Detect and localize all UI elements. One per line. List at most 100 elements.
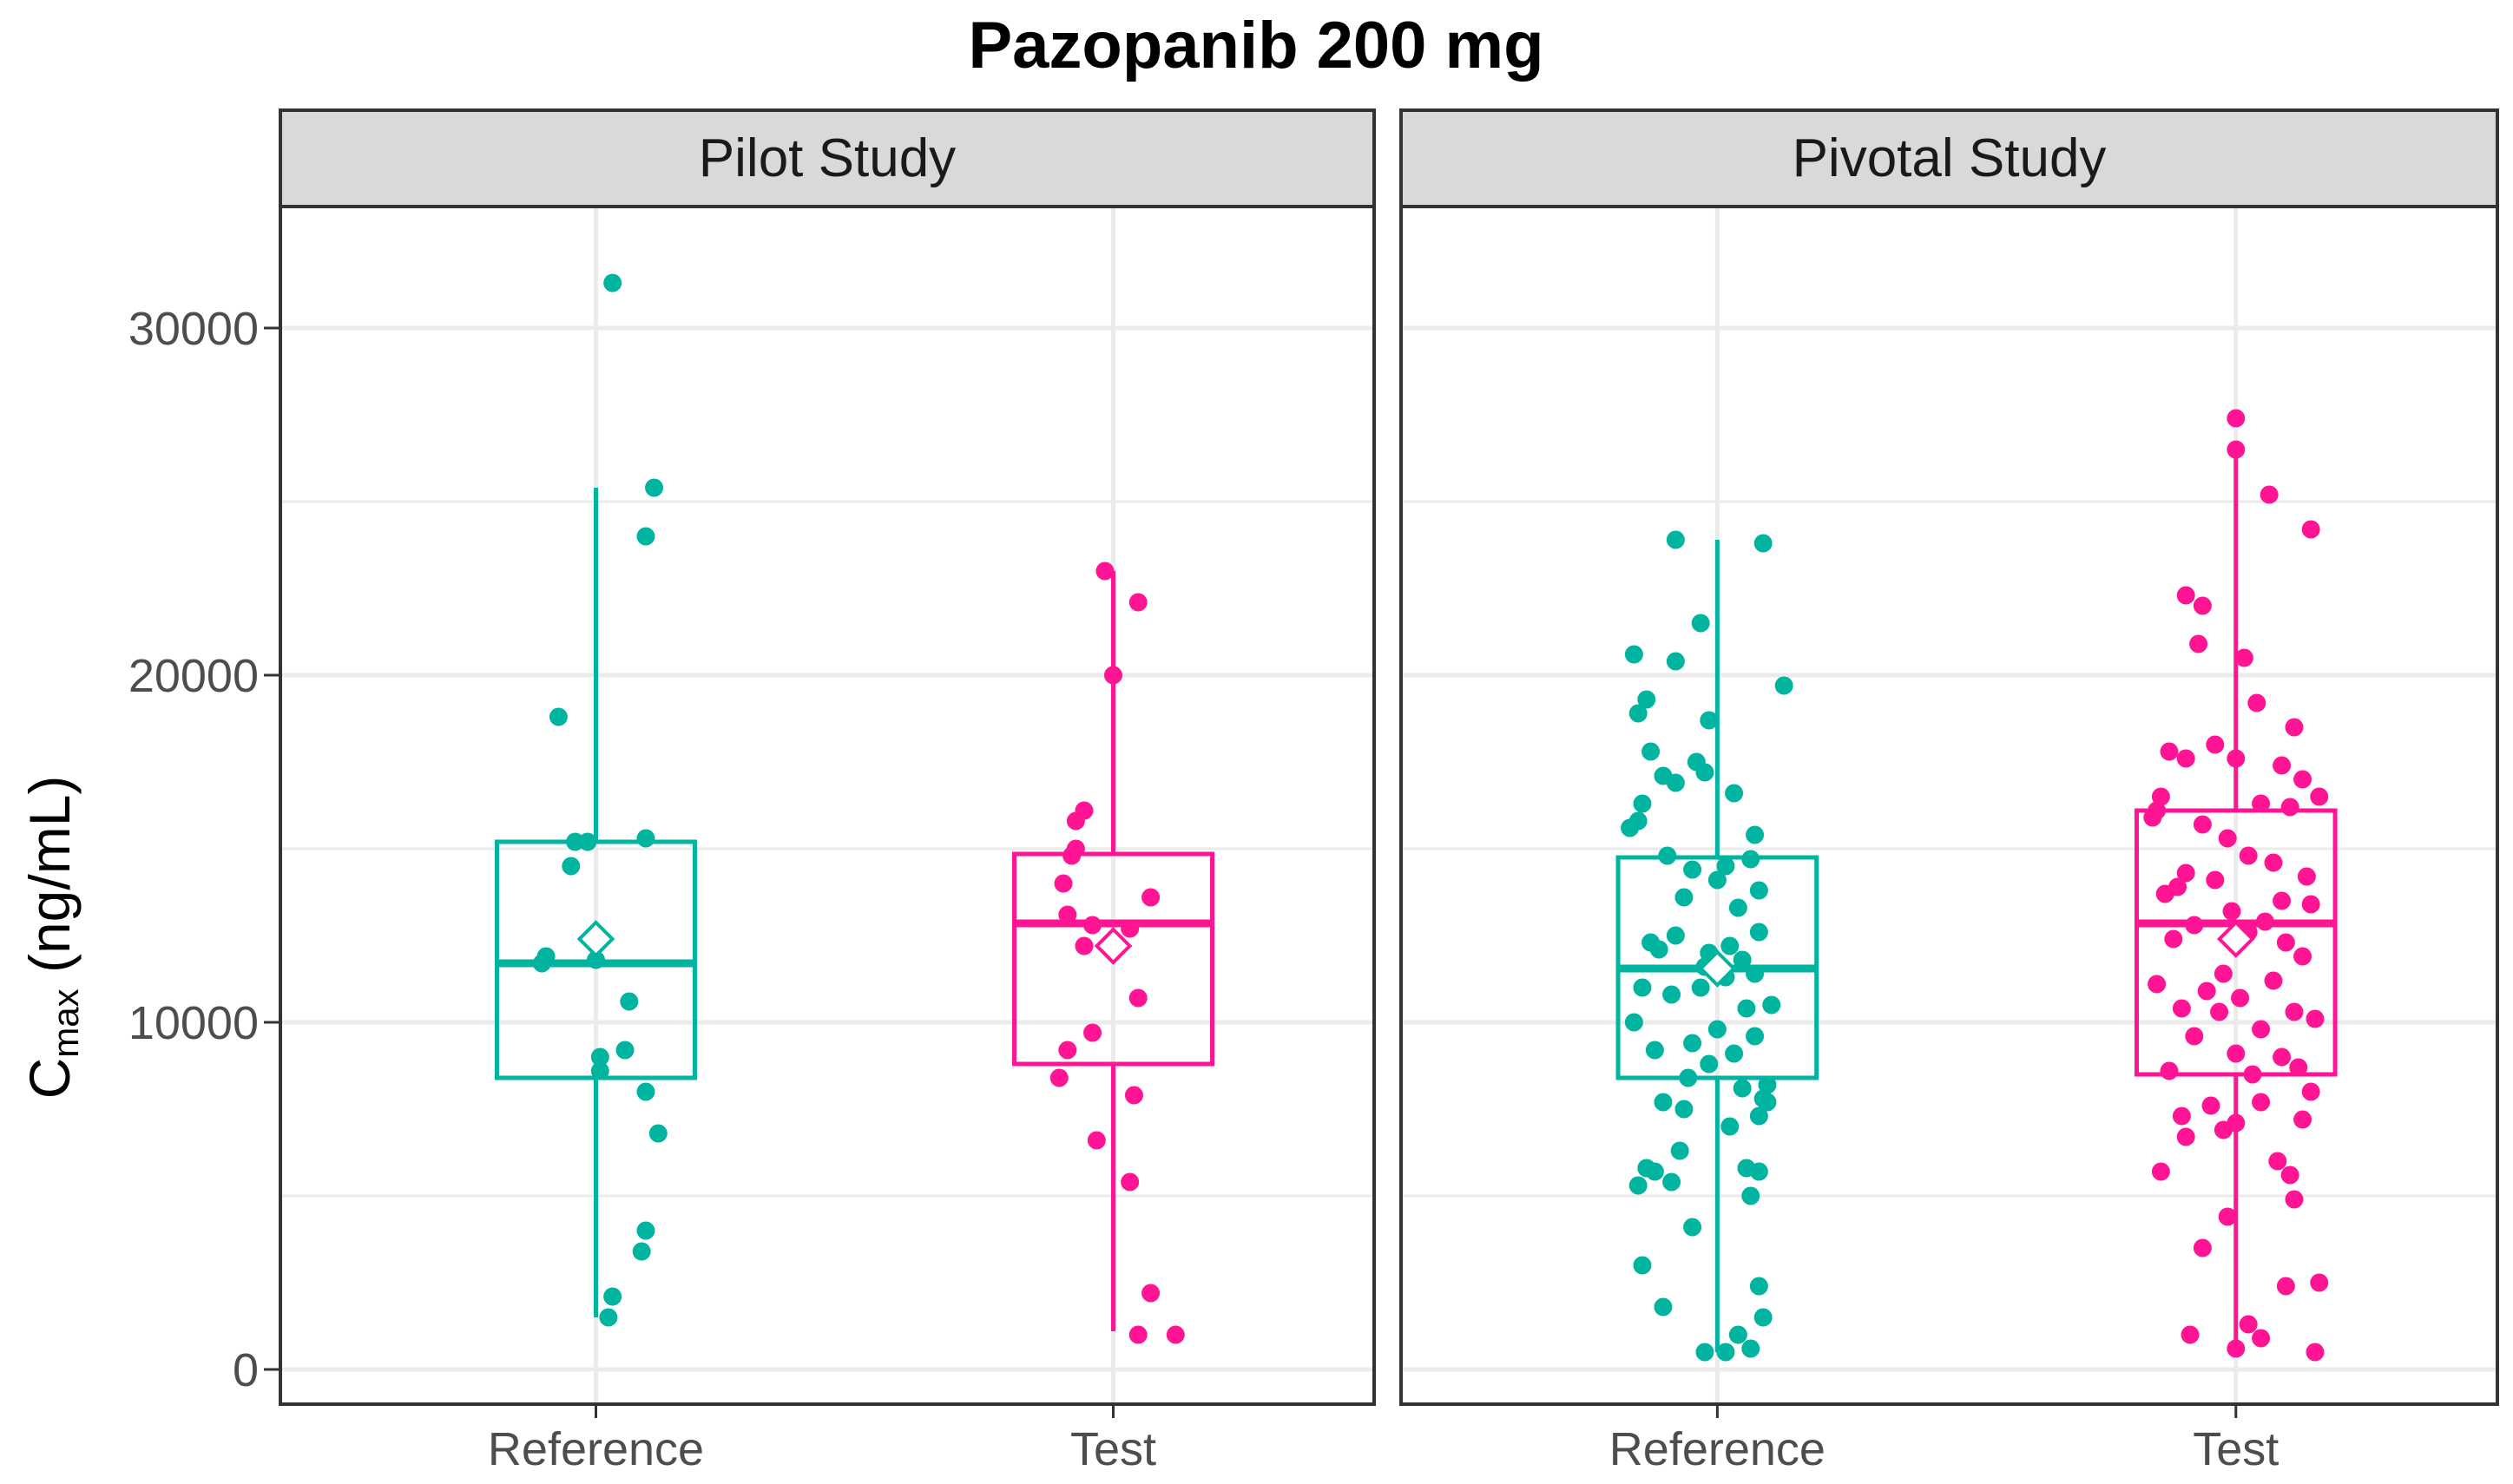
data-point xyxy=(2176,1127,2195,1146)
panel-strip xyxy=(279,108,1376,208)
data-point xyxy=(1716,1343,1735,1362)
y-tick-label: 10000 xyxy=(128,997,259,1049)
panel-strip-label: Pivotal Study xyxy=(1793,128,2107,188)
data-point xyxy=(578,832,597,851)
data-point xyxy=(2172,999,2191,1018)
mean-diamond xyxy=(576,920,615,958)
data-point xyxy=(2206,870,2225,890)
data-point xyxy=(2255,912,2274,931)
y-tick-labels: 0 10000 20000 30000 xyxy=(128,303,280,1396)
points-group xyxy=(2143,409,2329,1362)
data-point xyxy=(1075,936,1094,955)
data-point xyxy=(1749,881,1768,900)
data-point xyxy=(2247,693,2266,712)
data-point xyxy=(1733,950,1752,969)
data-point xyxy=(2301,895,2320,914)
data-point xyxy=(1054,874,1073,893)
data-point xyxy=(1753,1308,1773,1327)
panels: Pilot Study Reference Test Pivotal Study Ref… xyxy=(279,108,2499,1475)
data-point xyxy=(2285,1002,2304,1021)
data-point xyxy=(2268,1152,2287,1171)
data-point xyxy=(632,1242,651,1261)
data-point xyxy=(636,1082,655,1101)
data-point xyxy=(1674,1100,1694,1119)
data-point xyxy=(1758,1093,1777,1112)
data-point xyxy=(2176,586,2195,605)
data-point xyxy=(1683,1218,1702,1237)
data-point xyxy=(1749,1162,1768,1181)
data-point xyxy=(1666,926,1685,945)
x-tick-label: Test xyxy=(2193,1423,2279,1475)
data-point xyxy=(2227,440,2246,459)
data-point xyxy=(2306,1343,2325,1362)
data-point xyxy=(2231,988,2250,1008)
data-point xyxy=(1695,1343,1714,1362)
data-point xyxy=(1774,676,1793,695)
data-point xyxy=(1666,530,1685,549)
data-point xyxy=(2193,1238,2212,1257)
data-point xyxy=(1645,1162,1664,1181)
data-point xyxy=(587,950,606,969)
data-point xyxy=(1141,1284,1161,1303)
data-point xyxy=(1720,936,1740,955)
data-point xyxy=(1654,1093,1673,1112)
data-point xyxy=(1725,784,1744,803)
data-point xyxy=(1670,1141,1689,1160)
data-point xyxy=(1741,1186,1760,1205)
gridlines xyxy=(280,207,1374,1404)
data-point xyxy=(2293,770,2312,789)
y-axis-title: Cmax (ng/mL) xyxy=(17,776,86,1100)
data-point xyxy=(1683,1034,1702,1053)
data-point xyxy=(1633,794,1652,813)
data-point xyxy=(2243,1065,2262,1084)
data-point xyxy=(2293,1110,2312,1129)
data-point xyxy=(1649,940,1668,959)
data-point xyxy=(2276,1277,2295,1296)
data-point xyxy=(2252,794,2271,813)
data-point xyxy=(2160,742,2179,761)
data-point xyxy=(2222,902,2241,921)
data-point xyxy=(532,954,551,973)
chart-title: Pazopanib 200 mg xyxy=(968,9,1543,82)
data-point xyxy=(648,1124,668,1143)
data-point xyxy=(1121,919,1140,938)
box-iqr xyxy=(2134,808,2338,1077)
data-point xyxy=(2218,829,2237,848)
data-point xyxy=(1645,1041,1664,1060)
data-point xyxy=(2143,808,2162,827)
data-point xyxy=(566,832,585,851)
data-point xyxy=(1662,985,1681,1004)
data-point xyxy=(1691,614,1710,633)
data-point xyxy=(2234,648,2253,667)
data-point xyxy=(1679,1068,1698,1087)
panel-strip xyxy=(1399,108,2499,208)
data-point xyxy=(603,273,622,292)
data-point xyxy=(2227,1044,2246,1063)
data-point xyxy=(2260,485,2279,504)
data-point xyxy=(1628,1176,1648,1195)
data-point xyxy=(2218,1207,2237,1226)
data-point xyxy=(2176,863,2195,883)
data-point xyxy=(1674,888,1694,907)
data-point xyxy=(1746,964,1765,983)
data-point xyxy=(2193,596,2212,615)
y-tick-label: 20000 xyxy=(128,650,259,702)
data-point xyxy=(2310,1273,2329,1292)
data-point xyxy=(1728,1325,1747,1344)
x-tick-label: Reference xyxy=(1609,1423,1826,1475)
data-point xyxy=(1741,850,1760,869)
data-point xyxy=(1749,923,1768,942)
data-point xyxy=(2264,853,2283,872)
data-point xyxy=(2197,982,2216,1001)
data-point xyxy=(2239,846,2258,865)
x-tick-label: Test xyxy=(1070,1423,1156,1475)
data-point xyxy=(1707,870,1727,890)
data-point xyxy=(2201,1096,2220,1115)
data-point xyxy=(1716,857,1735,876)
mean-diamond xyxy=(1698,949,1737,988)
data-point xyxy=(1683,860,1702,879)
panel: Pilot Study Reference Test xyxy=(279,108,1376,1475)
data-point xyxy=(2227,1339,2246,1358)
data-point xyxy=(1700,1054,1719,1074)
